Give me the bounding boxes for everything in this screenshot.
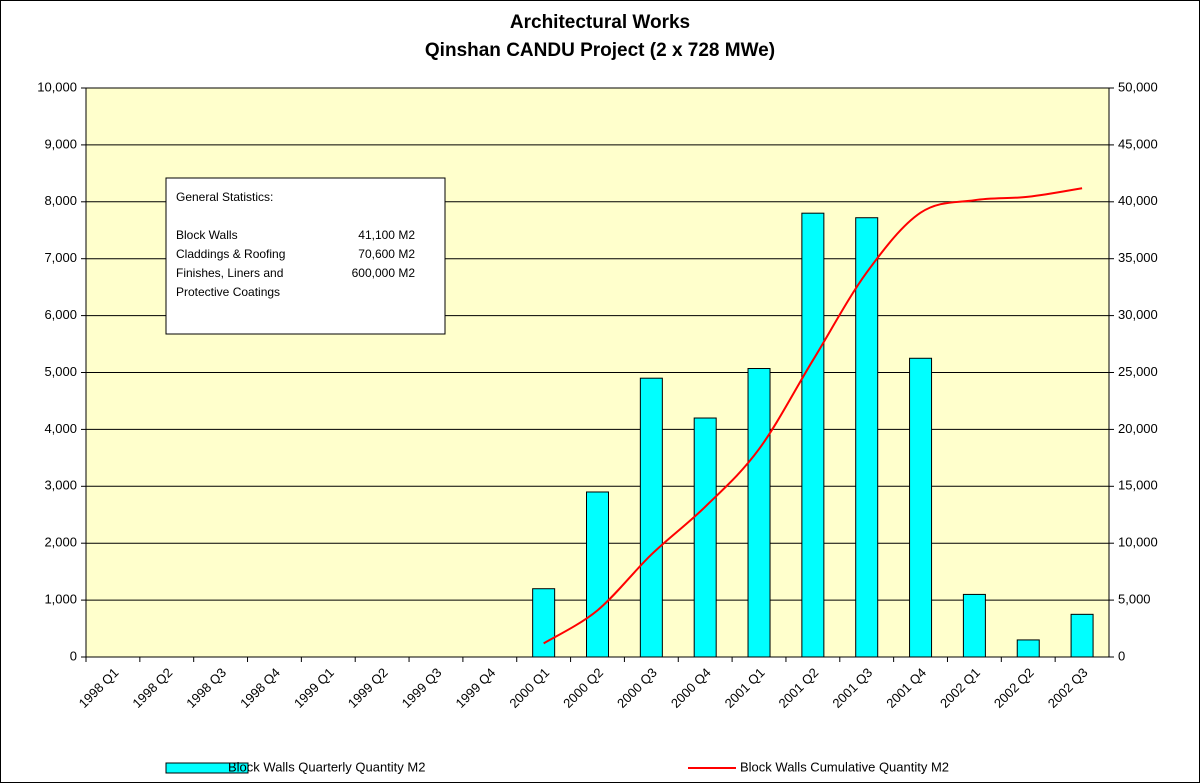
chart-subtitle: Qinshan CANDU Project (2 x 728 MWe) <box>425 40 775 61</box>
annotation-text: 600,000 M2 <box>352 266 416 280</box>
annotation-text: Claddings & Roofing <box>176 247 285 261</box>
y2-tick-label: 50,000 <box>1118 79 1158 94</box>
bar <box>1070 613 1094 658</box>
legend-label: Block Walls Quarterly Quantity M2 <box>228 759 425 774</box>
y2-tick-label: 40,000 <box>1118 193 1158 208</box>
bar <box>1016 639 1040 658</box>
annotation-text: Finishes, Liners and <box>176 266 283 280</box>
y2-tick-label: 20,000 <box>1118 421 1158 436</box>
y-tick-label: 6,000 <box>44 307 77 322</box>
annotation-box <box>165 177 446 335</box>
y-tick-label: 9,000 <box>44 136 77 151</box>
annotation-text: Protective Coatings <box>176 285 280 299</box>
y2-tick-label: 5,000 <box>1118 592 1151 607</box>
y-tick-label: 5,000 <box>44 364 77 379</box>
y-tick-label: 1,000 <box>44 592 77 607</box>
legend-swatch <box>165 762 249 774</box>
annotation-text: 70,600 M2 <box>358 247 415 261</box>
chart-title: Architectural Works <box>510 12 690 33</box>
y2-tick-label: 10,000 <box>1118 535 1158 550</box>
bar <box>747 368 771 658</box>
bar <box>801 212 825 658</box>
bar <box>909 357 933 658</box>
annotation-text: Block Walls <box>176 228 238 242</box>
y-tick-label: 0 <box>70 648 77 663</box>
annotation-text: 41,100 M2 <box>358 228 415 242</box>
y2-tick-label: 25,000 <box>1118 364 1158 379</box>
bar <box>532 588 556 658</box>
legend-label: Block Walls Cumulative Quantity M2 <box>740 759 949 774</box>
y-tick-label: 4,000 <box>44 421 77 436</box>
line <box>543 187 1083 645</box>
y2-tick-label: 35,000 <box>1118 250 1158 265</box>
y-tick-label: 3,000 <box>44 478 77 493</box>
y-tick-label: 8,000 <box>44 193 77 208</box>
y-tick-label: 7,000 <box>44 250 77 265</box>
bar <box>586 491 609 658</box>
y2-tick-label: 15,000 <box>1118 478 1158 493</box>
y-tick-label: 2,000 <box>44 535 77 550</box>
bar <box>639 377 663 658</box>
bar <box>962 593 986 658</box>
annotation-heading: General Statistics: <box>176 190 273 204</box>
y2-tick-label: 30,000 <box>1118 307 1158 322</box>
y-tick-label: 10,000 <box>37 79 77 94</box>
bar <box>693 417 717 658</box>
bar <box>855 217 879 658</box>
y2-tick-label: 45,000 <box>1118 136 1158 151</box>
y2-tick-label: 0 <box>1118 648 1125 663</box>
